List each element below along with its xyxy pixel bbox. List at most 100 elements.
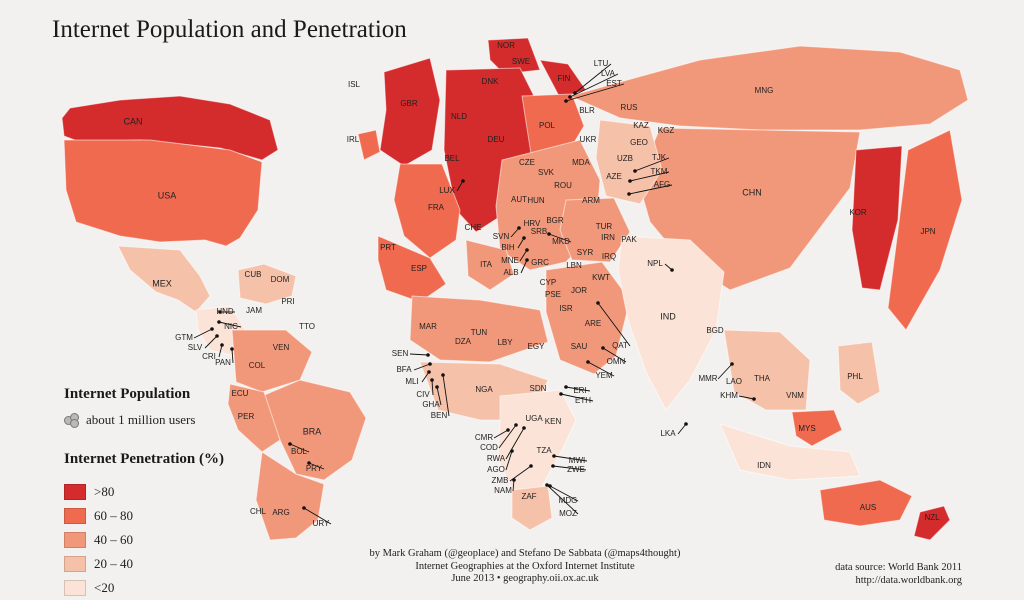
country-label-mwi: MWI — [569, 456, 585, 465]
country-label-npl: NPL — [647, 259, 663, 268]
country-label-ita: ITA — [480, 260, 493, 269]
country-label-lby: LBY — [497, 338, 513, 347]
country-label-irl: IRL — [347, 135, 360, 144]
legend-class-label: 20 – 40 — [94, 556, 133, 571]
legend-swatch — [64, 580, 86, 596]
region-gbr — [379, 57, 441, 167]
country-label-arg: ARG — [272, 508, 289, 517]
country-label-tha: THA — [754, 374, 771, 383]
data-source: data source: World Bank 2011 http://data… — [835, 562, 962, 587]
country-label-pri: PRI — [281, 297, 294, 306]
country-label-can: CAN — [123, 116, 142, 126]
leader-dot — [525, 248, 529, 252]
country-label-svk: SVK — [538, 168, 555, 177]
country-label-tkm: TKM — [651, 167, 668, 176]
country-label-blr: BLR — [579, 106, 595, 115]
leader-dot — [522, 426, 526, 430]
region-nzl — [913, 505, 951, 541]
country-label-jpn: JPN — [920, 227, 935, 236]
country-label-nic: NIC — [224, 322, 238, 331]
leader-line — [553, 455, 588, 462]
country-label-mda: MDA — [572, 158, 590, 167]
leader-line — [308, 462, 325, 470]
country-label-nzl: NZL — [924, 513, 940, 522]
leader-dot — [430, 378, 434, 382]
credits: by Mark Graham (@geoplace) and Stefano D… — [360, 548, 690, 586]
country-label-fra: FRA — [428, 203, 445, 212]
leader-line — [413, 363, 431, 371]
legend-swatch — [64, 508, 86, 524]
country-label-svn: SVN — [493, 232, 510, 241]
country-label-bel: BEL — [444, 154, 460, 163]
leader-dot — [428, 362, 432, 366]
data-source-line: data source: World Bank 2011 — [835, 562, 962, 573]
country-label-dnk: DNK — [482, 77, 500, 86]
leader-line — [517, 237, 525, 249]
country-label-nor: NOR — [497, 41, 515, 50]
leader-line — [505, 450, 513, 471]
leader-line — [442, 374, 450, 417]
leader-line — [738, 395, 755, 400]
legend-population-title: Internet Population — [64, 386, 191, 402]
country-label-cub: CUB — [245, 270, 262, 279]
country-label-hrv: HRV — [524, 219, 541, 228]
country-label-bgr: BGR — [546, 216, 564, 225]
country-label-vnm: VNM — [786, 391, 804, 400]
leader-dot — [288, 442, 292, 446]
leader-dot — [435, 385, 439, 389]
country-label-deu: DEU — [488, 135, 505, 144]
country-label-sdn: SDN — [530, 384, 547, 393]
country-label-ben: BEN — [431, 411, 448, 420]
region-zaf — [511, 485, 553, 531]
leader-dot — [517, 226, 521, 230]
country-label-lbn: LBN — [566, 261, 582, 270]
country-label-cmr: CMR — [475, 433, 493, 442]
country-label-pry: PRY — [306, 464, 323, 473]
leader-line — [520, 259, 528, 274]
region-ssa — [255, 451, 325, 541]
country-label-irq: IRQ — [602, 252, 616, 261]
country-label-pak: PAK — [621, 235, 637, 244]
leader-dot — [512, 478, 516, 482]
leader-dot — [307, 461, 311, 465]
country-label-kgz: KGZ — [658, 126, 675, 135]
leader-dot — [627, 192, 631, 196]
country-label-nam: NAM — [494, 486, 512, 495]
leader-line — [409, 353, 429, 356]
country-label-uga: UGA — [525, 414, 543, 423]
leader-dot — [573, 91, 577, 95]
country-label-aze: AZE — [606, 172, 622, 181]
leader-dot — [684, 422, 688, 426]
country-label-civ: CIV — [416, 390, 430, 399]
leader-line — [512, 479, 515, 492]
leader-line — [421, 371, 430, 383]
country-label-est: EST — [606, 79, 622, 88]
country-label-hnd: HND — [216, 307, 234, 316]
leader-dot — [218, 310, 222, 314]
leader-dot — [596, 301, 600, 305]
country-label-nld: NLD — [451, 112, 467, 121]
country-label-omn: OMN — [607, 357, 626, 366]
leader-line — [231, 348, 234, 364]
leader-dot — [628, 179, 632, 183]
leader-dot — [547, 232, 551, 236]
leader-dot — [633, 169, 637, 173]
legend-population-label: about 1 million users — [86, 412, 196, 427]
region-tur — [559, 197, 631, 263]
leader-dot — [670, 268, 674, 272]
region-ind — [617, 235, 725, 411]
region-mys — [791, 409, 843, 447]
leader-dot — [551, 464, 555, 468]
country-label-kwt: KWT — [592, 273, 610, 282]
legend-swatch — [64, 532, 86, 548]
country-label-geo: GEO — [630, 138, 648, 147]
leader-line — [193, 328, 213, 339]
country-label-tjk: TJK — [652, 153, 667, 162]
leader-dot — [564, 385, 568, 389]
country-label-bfa: BFA — [396, 365, 412, 374]
country-label-mng: MNG — [755, 86, 774, 95]
legend-class-label: 60 – 80 — [94, 508, 133, 523]
country-label-phl: PHL — [847, 372, 863, 381]
legend-class-label: 40 – 60 — [94, 532, 133, 547]
country-label-per: PER — [238, 412, 255, 421]
